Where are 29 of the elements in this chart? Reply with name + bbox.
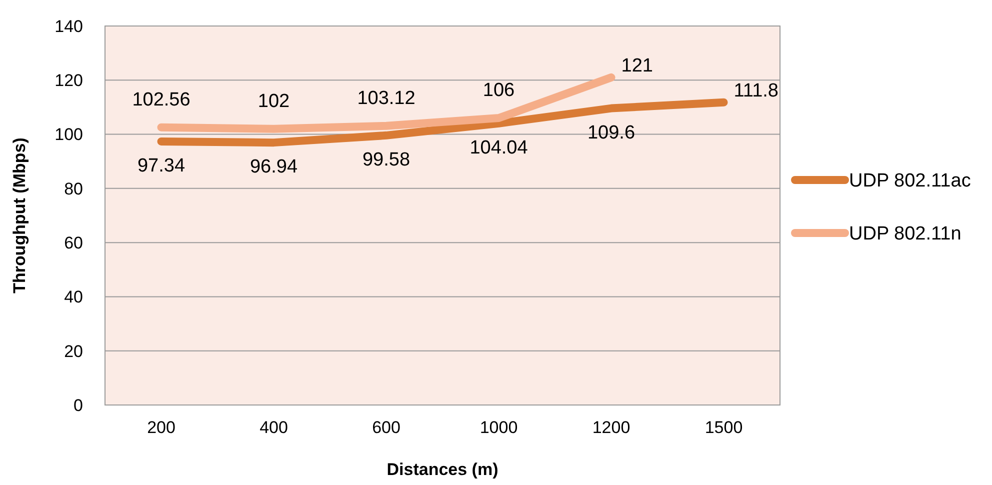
data-label: 96.94: [250, 156, 298, 178]
x-tick-label: 400: [260, 418, 288, 437]
y-tick-label: 60: [64, 234, 83, 253]
data-label: 104.04: [470, 137, 528, 158]
x-tick-label: 200: [147, 418, 176, 437]
x-tick-label: 1000: [480, 418, 518, 437]
data-label: 102: [258, 90, 290, 112]
y-tick-label: 100: [54, 125, 83, 144]
data-label: 106: [482, 80, 515, 102]
data-label: 109.6: [587, 122, 636, 144]
y-tick-label: 0: [74, 396, 83, 415]
legend-label: UDP 802.11ac: [849, 170, 971, 192]
y-tick-label: 140: [54, 16, 83, 36]
legend-label: UDP 802.11n: [849, 224, 962, 245]
data-label: 97.34: [137, 155, 186, 176]
y-tick-label: 80: [64, 179, 83, 198]
data-label: 121: [621, 55, 653, 76]
data-label: 99.58: [362, 149, 410, 170]
y-tick-label: 120: [54, 71, 83, 90]
x-tick-label: 1200: [592, 418, 630, 437]
data-label: 111.8: [734, 80, 778, 102]
x-axis-title: Distances (m): [386, 460, 498, 479]
x-tick-label: 600: [372, 418, 400, 437]
x-tick-label: 1500: [704, 418, 743, 437]
y-axis-title: Throughput (Mbps): [10, 138, 29, 294]
y-tick-label: 20: [64, 342, 83, 361]
y-tick-label: 40: [64, 288, 83, 307]
data-label: 102.56: [132, 89, 190, 110]
data-label: 103.12: [357, 88, 416, 109]
